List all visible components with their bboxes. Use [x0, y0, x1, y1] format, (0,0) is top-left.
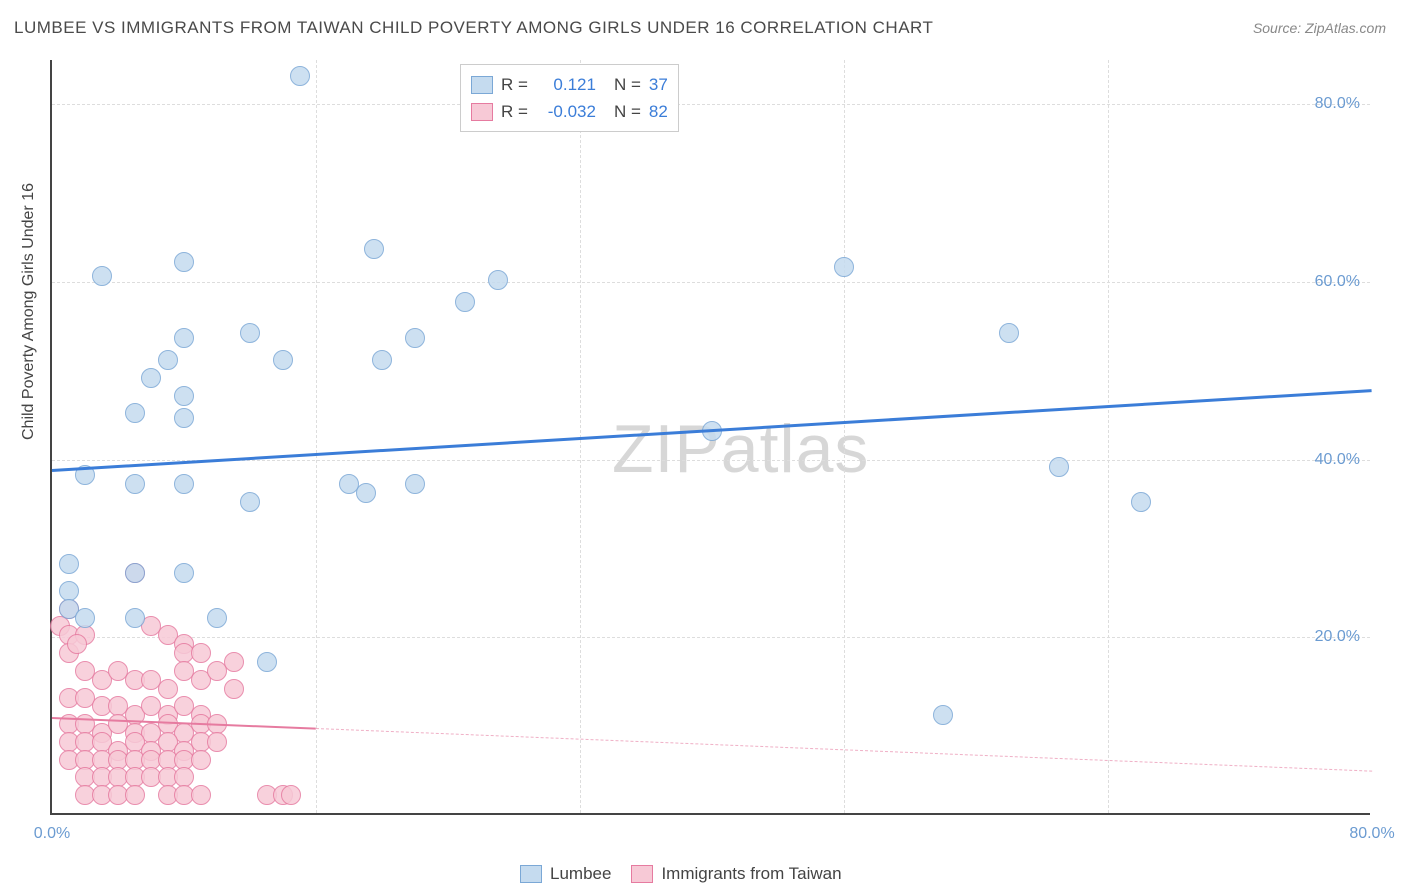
data-point — [1131, 492, 1151, 512]
n-value: 82 — [649, 98, 668, 125]
legend-swatch — [520, 865, 542, 883]
data-point — [174, 408, 194, 428]
data-point — [240, 323, 260, 343]
y-tick-label: 40.0% — [1315, 451, 1372, 469]
legend-swatch — [631, 865, 653, 883]
x-tick-label: 80.0% — [1349, 825, 1394, 843]
data-point — [933, 705, 953, 725]
legend-stats: R = 0.121 N = 37 R = -0.032 N = 82 — [460, 64, 679, 132]
data-point — [364, 239, 384, 259]
data-point — [372, 350, 392, 370]
r-value: -0.032 — [536, 98, 596, 125]
data-point — [290, 66, 310, 86]
r-label: R = — [501, 71, 528, 98]
x-tick-label: 0.0% — [34, 825, 70, 843]
legend-label: Lumbee — [550, 864, 611, 884]
data-point — [455, 292, 475, 312]
data-point — [207, 732, 227, 752]
legend-swatch — [471, 76, 493, 94]
data-point — [207, 608, 227, 628]
data-point — [141, 368, 161, 388]
legend-swatch — [471, 103, 493, 121]
data-point — [488, 270, 508, 290]
data-point — [224, 679, 244, 699]
data-point — [191, 785, 211, 805]
data-point — [125, 563, 145, 583]
data-point — [1049, 457, 1069, 477]
data-point — [174, 252, 194, 272]
data-point — [158, 679, 178, 699]
data-point — [125, 785, 145, 805]
legend-label: Immigrants from Taiwan — [661, 864, 841, 884]
data-point — [405, 328, 425, 348]
data-point — [240, 492, 260, 512]
legend-stat-row: R = 0.121 N = 37 — [471, 71, 668, 98]
y-tick-label: 20.0% — [1315, 628, 1372, 646]
data-point — [356, 483, 376, 503]
data-point — [273, 350, 293, 370]
data-point — [75, 608, 95, 628]
data-point — [158, 350, 178, 370]
source-attribution: Source: ZipAtlas.com — [1253, 20, 1386, 36]
data-point — [59, 554, 79, 574]
data-point — [92, 266, 112, 286]
legend-stat-row: R = -0.032 N = 82 — [471, 98, 668, 125]
data-point — [405, 474, 425, 494]
correlation-chart: LUMBEE VS IMMIGRANTS FROM TAIWAN CHILD P… — [0, 0, 1406, 892]
y-tick-label: 60.0% — [1315, 273, 1372, 291]
data-point — [834, 257, 854, 277]
data-point — [125, 403, 145, 423]
data-point — [174, 474, 194, 494]
data-point — [174, 563, 194, 583]
data-point — [174, 386, 194, 406]
data-point — [281, 785, 301, 805]
legend-item: Immigrants from Taiwan — [631, 864, 841, 884]
chart-title: LUMBEE VS IMMIGRANTS FROM TAIWAN CHILD P… — [14, 18, 933, 38]
n-label: N = — [614, 71, 641, 98]
y-axis-label: Child Poverty Among Girls Under 16 — [20, 183, 38, 440]
r-label: R = — [501, 98, 528, 125]
data-point — [174, 328, 194, 348]
legend-item: Lumbee — [520, 864, 611, 884]
data-point — [125, 608, 145, 628]
plot-area: ZIPatlas 20.0%40.0%60.0%80.0%0.0%80.0% — [50, 60, 1370, 815]
legend-series: Lumbee Immigrants from Taiwan — [520, 864, 842, 884]
n-label: N = — [614, 98, 641, 125]
data-point — [999, 323, 1019, 343]
n-value: 37 — [649, 71, 668, 98]
y-tick-label: 80.0% — [1315, 95, 1372, 113]
r-value: 0.121 — [536, 71, 596, 98]
data-point — [191, 750, 211, 770]
data-point — [191, 643, 211, 663]
data-point — [224, 652, 244, 672]
data-point — [125, 474, 145, 494]
data-point — [67, 634, 87, 654]
data-point — [257, 652, 277, 672]
